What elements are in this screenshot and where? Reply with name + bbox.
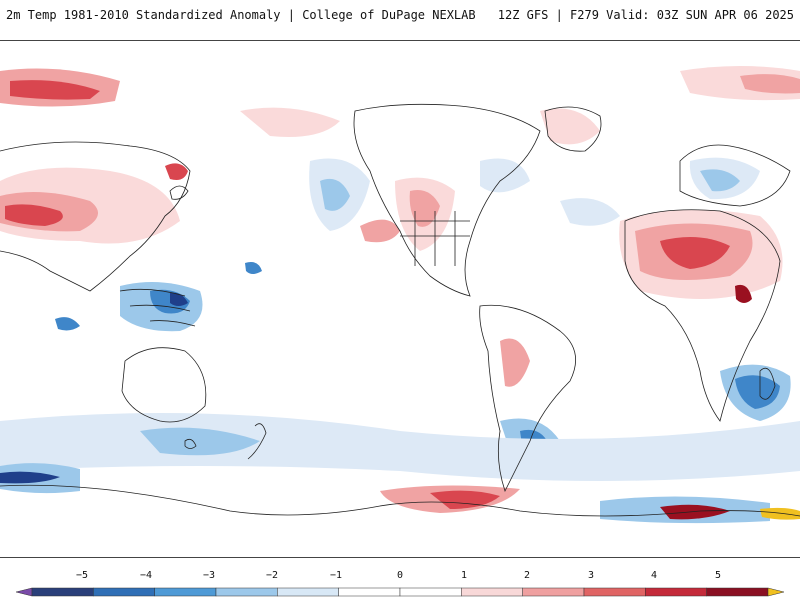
colorbar-segment — [645, 587, 707, 597]
colorbar-tick: −3 — [202, 570, 216, 581]
colorbar-tick: 5 — [714, 570, 722, 581]
model-run-label: 12Z GFS | F279 Valid: 03Z SUN APR 06 202… — [497, 8, 794, 22]
colorbar-segment — [338, 587, 401, 597]
colorbar-segment — [215, 587, 278, 597]
map-title: 2m Temp 1981-2010 Standardized Anomaly |… — [6, 8, 476, 22]
colorbar-scale — [15, 587, 785, 597]
anomaly-shading — [0, 66, 800, 524]
colorbar-segment — [277, 587, 339, 597]
colorbar-tick: 1 — [460, 570, 468, 581]
colorbar-segment — [583, 587, 646, 597]
colorbar: −5 −4 −3 −2 −1 0 1 2 3 4 5 — [0, 570, 800, 600]
colorbar-segment — [706, 587, 769, 597]
colorbar-segment — [154, 587, 217, 597]
colorbar-tick: 4 — [650, 570, 658, 581]
coastlines — [0, 103, 800, 517]
colorbar-segment — [93, 587, 155, 597]
colorbar-max-arrow — [767, 587, 785, 597]
anomaly-map — [0, 40, 800, 558]
colorbar-segment — [522, 587, 585, 597]
header: 2m Temp 1981-2010 Standardized Anomaly |… — [0, 0, 800, 30]
map-canvas — [0, 41, 800, 557]
colorbar-tick: −4 — [139, 570, 153, 581]
colorbar-tick: −2 — [265, 570, 279, 581]
colorbar-tick: 0 — [396, 570, 404, 581]
colorbar-tick: −1 — [329, 570, 343, 581]
colorbar-tick: −5 — [75, 570, 89, 581]
colorbar-tick: 2 — [523, 570, 531, 581]
colorbar-min-arrow — [15, 587, 33, 597]
colorbar-segment — [399, 587, 462, 597]
colorbar-tick: 3 — [587, 570, 595, 581]
colorbar-segment — [461, 587, 523, 597]
colorbar-segment — [31, 587, 94, 597]
colorbar-labels: −5 −4 −3 −2 −1 0 1 2 3 4 5 — [0, 570, 800, 584]
